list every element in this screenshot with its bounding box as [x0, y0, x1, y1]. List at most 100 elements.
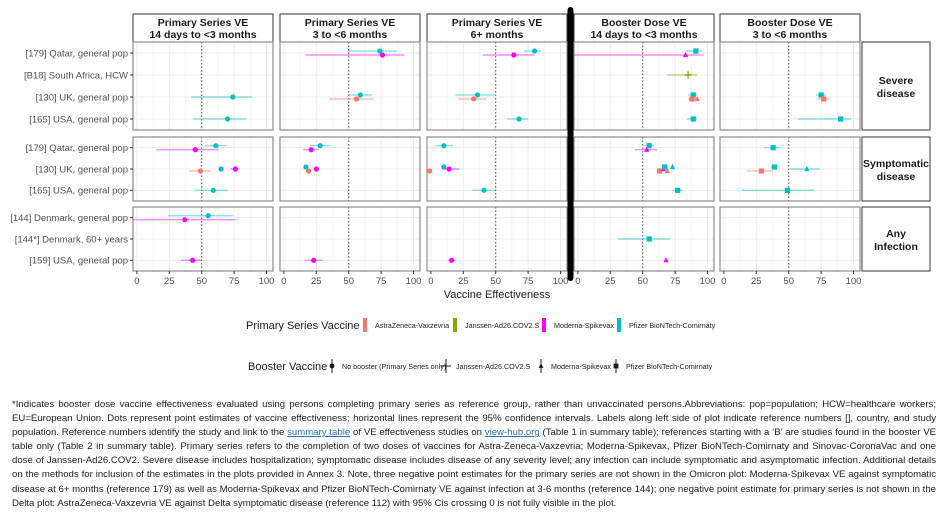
point-marker [675, 187, 681, 193]
legend-label-primary: Janssen-Ad26.COV2.S [465, 321, 540, 330]
legend-label-booster: Pfizer BioNTech-Comirnaty [626, 362, 713, 371]
point-marker [377, 48, 383, 54]
data-point-group [458, 96, 487, 102]
panel-border [573, 136, 715, 202]
point-marker [426, 168, 433, 174]
data-point-group [313, 166, 319, 172]
x-tick-label: 50 [343, 276, 354, 287]
point-marker [511, 52, 517, 58]
data-point-group [742, 187, 815, 193]
column-strip-subtitle-ps2: 3 to <6 months [313, 29, 388, 41]
row-label: [165] USA, general pop [29, 114, 128, 125]
point-marker [446, 166, 452, 172]
point-marker [646, 236, 652, 242]
data-point-group [434, 143, 453, 149]
legend-swatch-J [453, 318, 457, 332]
point-marker [210, 187, 216, 193]
row-strip-title-infection: Any [886, 228, 906, 240]
column-strip-title-ps1: Primary Series VE [158, 17, 248, 29]
legend-label-primary: Pfizer BioNTech-Comirnaty [629, 321, 716, 330]
data-point-group [441, 164, 447, 170]
data-point-group [168, 213, 233, 219]
legend-label-primary: Moderna-Spikevax [554, 321, 614, 330]
data-point-group [663, 257, 669, 263]
data-point-group [815, 92, 827, 98]
panel-border [426, 136, 568, 202]
data-point-group [664, 167, 670, 174]
row-label: [165] USA, general pop [29, 186, 128, 197]
data-point-group [188, 168, 211, 174]
data-point-group [204, 143, 227, 149]
data-point-group [634, 146, 657, 152]
row-strip-title-symptomatic: Symptomatic [863, 158, 929, 170]
point-marker [758, 168, 765, 174]
row-strip-symptomatic [861, 136, 931, 202]
panel-bg [720, 42, 860, 130]
data-point-group [672, 187, 683, 193]
x-tick-label: 0 [428, 276, 433, 287]
point-marker [690, 92, 696, 98]
row-label: [130] UK, general pop [36, 92, 128, 103]
point-marker [205, 213, 211, 219]
data-point-group [303, 147, 319, 153]
point-marker [684, 71, 692, 79]
data-point-group [180, 257, 202, 263]
data-point-group [192, 116, 246, 122]
data-point-group [691, 95, 700, 102]
data-point-group [329, 96, 374, 102]
point-marker [311, 257, 317, 263]
point-marker [837, 116, 844, 122]
panel-bg [427, 42, 567, 130]
panel-bg [133, 42, 273, 130]
footnote-text-3: (Table 1 in summary table); references s… [12, 427, 937, 509]
point-marker [313, 166, 319, 172]
column-strip-ps2 [279, 13, 421, 43]
data-point-group [472, 187, 496, 193]
data-point-group [191, 94, 253, 100]
x-tick-label: 100 [700, 276, 716, 287]
panel-border [426, 206, 568, 272]
x-tick-label: 0 [281, 276, 286, 287]
point-marker [230, 94, 236, 100]
footnote-text-1: *Indicates booster dose vaccine effectiv… [12, 399, 936, 439]
point-marker [232, 166, 239, 172]
row-label: [144*] Denmark, 60+ years [15, 234, 129, 245]
row-strip-title-severe: Severe [879, 75, 914, 87]
data-point-group [685, 48, 703, 54]
panel-border [279, 41, 421, 131]
point-marker [353, 96, 360, 102]
legend-swatch-P [617, 318, 621, 332]
point-marker [197, 168, 204, 174]
point-marker [531, 48, 538, 54]
column-strip-ps1 [132, 13, 274, 43]
x-tick-label: 25 [164, 276, 175, 287]
row-strip-subtitle-infection: Infection [874, 241, 918, 253]
row-label: [179] Qatar, general pop [26, 143, 128, 154]
panel-bg [574, 42, 714, 130]
data-point-group [688, 92, 698, 98]
panel-border [132, 41, 274, 131]
x-tick-label: 50 [196, 276, 207, 287]
footnote: *Indicates booster dose vaccine effectiv… [12, 398, 936, 511]
legend-label-booster: Janssen-Ad26.COV2.S [456, 362, 531, 371]
data-point-group [195, 187, 228, 193]
view-hub-link[interactable]: view-hub.org [484, 427, 540, 439]
data-point-group [667, 71, 698, 79]
row-strip-infection [861, 206, 931, 272]
point-marker [663, 257, 669, 263]
point-marker [804, 165, 810, 172]
x-tick-label: 100 [553, 276, 569, 287]
data-point-group [644, 143, 655, 149]
data-point-group [305, 168, 312, 174]
row-label: [144] Denmark, general pop [10, 213, 128, 224]
point-marker [669, 163, 676, 170]
data-point-group [574, 51, 704, 58]
data-point-group [688, 96, 696, 102]
column-strip-subtitle-ps1: 14 days to <3 months [149, 29, 256, 41]
x-tick-label: 0 [575, 276, 580, 287]
column-strip-title-b1: Booster Dose VE [601, 17, 686, 29]
point-marker [682, 51, 689, 58]
point-marker [474, 92, 481, 98]
point-marker [441, 143, 447, 149]
summary-table-link[interactable]: summary table [287, 427, 351, 439]
